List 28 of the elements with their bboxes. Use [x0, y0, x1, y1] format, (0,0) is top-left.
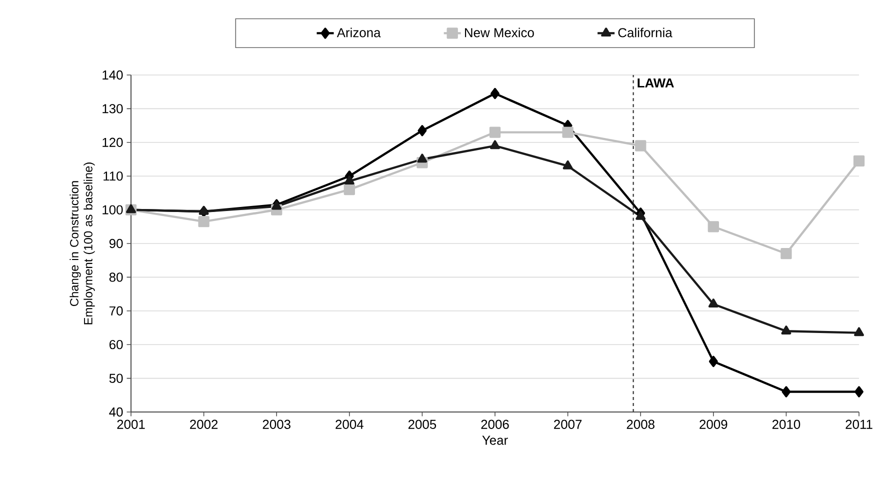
y-tick-label: 80 — [109, 272, 123, 282]
x-tick-label: 2006 — [481, 420, 509, 429]
x-tick-label: 2002 — [190, 420, 218, 429]
x-tick-label: 2007 — [554, 420, 582, 429]
y-tick-label: 60 — [110, 340, 123, 350]
x-tick-label: 2011 — [846, 420, 872, 429]
y-tick-label: 110 — [104, 172, 123, 181]
legend-label: California — [618, 28, 672, 38]
ref-line-label: LAWA — [638, 78, 674, 88]
x-tick-label: 2004 — [336, 420, 364, 429]
x-tick-label: 2008 — [626, 420, 654, 429]
y-tick-label: 100 — [102, 205, 123, 214]
y-tick-label: 140 — [102, 70, 123, 80]
x-tick-label: 2005 — [408, 420, 436, 429]
y-tick-label: 130 — [102, 104, 123, 114]
y-tick-label: 90 — [109, 238, 123, 248]
legend-label: Arizona — [336, 28, 381, 38]
x-tick-label: 2003 — [262, 420, 290, 429]
y-tick-label: 40 — [109, 407, 123, 417]
y-axis-title: Change in Construction Employment (100 as baseline) — [70, 162, 95, 324]
x-tick-label: 2010 — [772, 420, 800, 429]
y-tick-label: 70 — [110, 306, 123, 316]
y-tick-label: 50 — [109, 374, 123, 383]
y-tick-label: 120 — [102, 138, 123, 147]
x-tick-label: 2009 — [700, 420, 728, 429]
legend-label: New Mexico — [465, 28, 534, 38]
x-tick-label: 2001 — [117, 420, 145, 429]
x-axis-title: Year — [482, 436, 508, 445]
